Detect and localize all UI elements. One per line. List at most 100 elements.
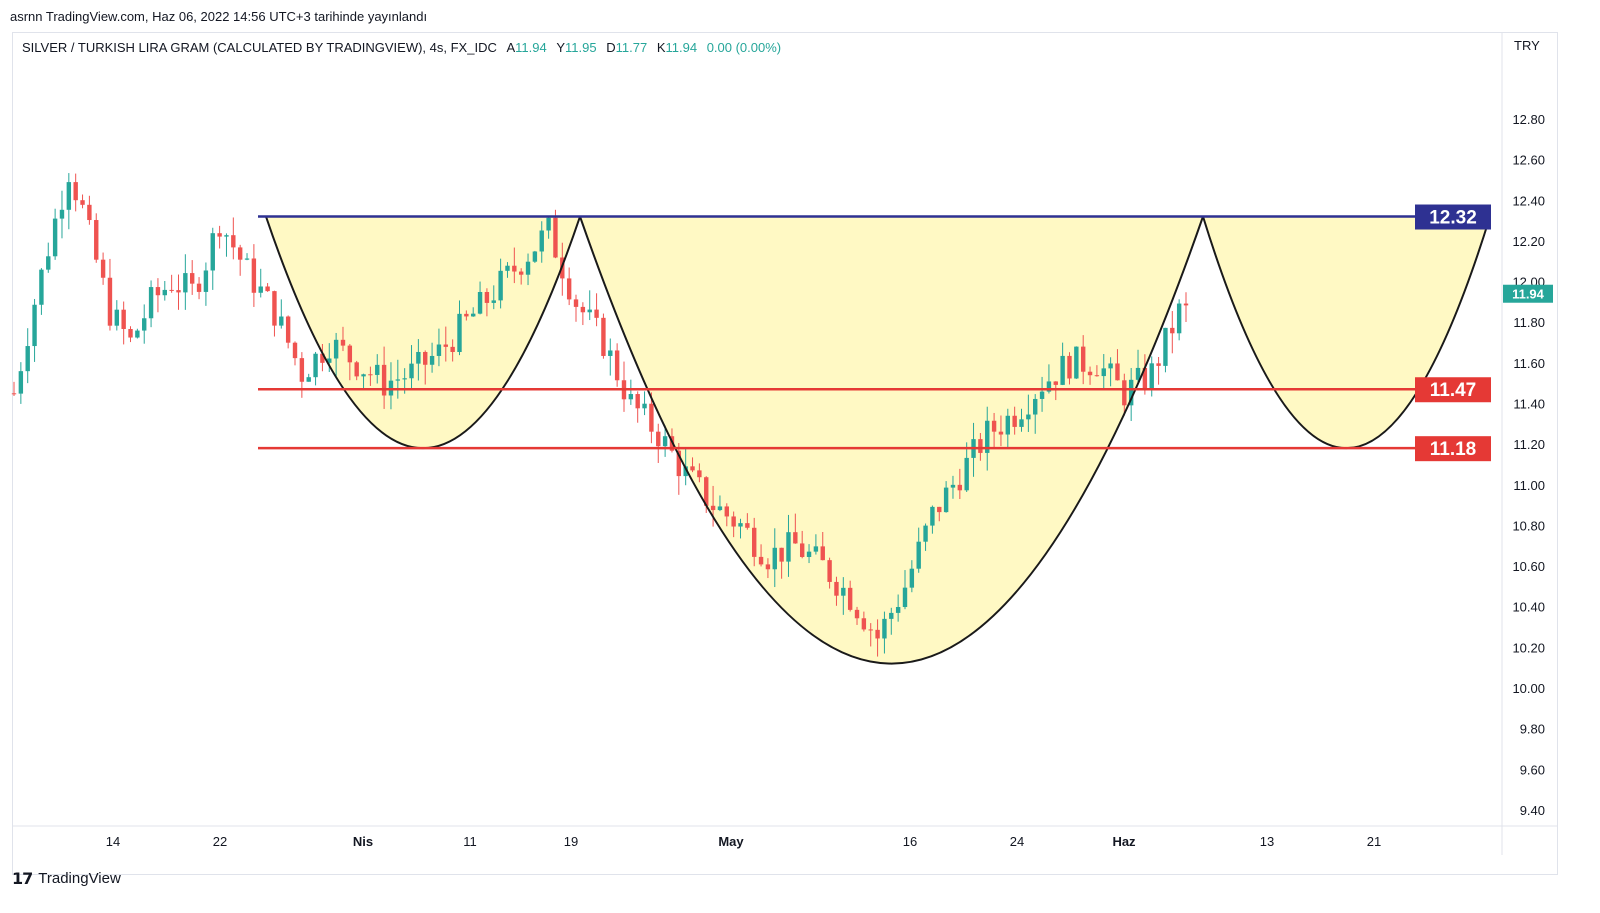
candle-body [889,612,894,619]
level-tags: 12.32 11.47 11.18 [1415,204,1491,462]
level-tag-label: 11.47 [1430,380,1477,401]
candle-body [566,278,572,300]
candle-body [512,265,517,272]
candle-body [1046,381,1052,392]
candle-body [799,543,805,557]
candle-body [128,328,133,338]
candle-body [991,420,997,432]
candle-body [361,374,366,377]
candle-body [183,273,188,293]
price-tick-label: 10.20 [1512,640,1545,655]
time-tick-label: 24 [1010,834,1024,849]
candle-body [676,450,682,477]
candle-body [985,420,990,453]
candle-body [347,345,353,363]
candle-body [1176,303,1182,334]
candle-body [793,532,798,544]
candle-body [758,556,764,565]
candle-body [94,220,99,260]
candle-body [916,541,921,569]
candle-body [745,523,750,528]
candle-body [148,287,154,319]
candle-body [861,618,867,630]
currency-label[interactable]: TRY [1514,38,1540,53]
candle-body [868,629,873,631]
candle-body [806,551,812,557]
candle-body [731,516,736,527]
candle-body [80,200,85,205]
candle-body [1135,367,1141,380]
candle-body [628,394,634,400]
candle-body [957,484,963,491]
candle-body [532,251,538,262]
price-tick-label: 9.40 [1520,803,1545,818]
candle-body [375,364,380,375]
time-tick-label: 11 [463,834,477,849]
candle-body [443,344,448,347]
candle-body [292,342,298,359]
candle-body [107,277,113,326]
tradingview-logo-icon: 17 [12,868,33,888]
candle-body [1163,327,1168,366]
candle-body [333,339,339,359]
candle-body [752,527,757,557]
candle-body [176,290,181,293]
time-tick-label: 16 [903,834,917,849]
candle-body [1060,355,1065,385]
candle-body [683,466,688,477]
candle-body [395,379,401,381]
candles [11,173,1189,657]
candle-body [779,547,784,562]
candle-body [471,313,476,317]
candle-body [491,300,496,303]
candle-body [1087,371,1093,376]
candle-body [450,346,455,352]
candle-body [73,182,78,201]
price-axis[interactable]: 12.8012.6012.4012.2012.0011.8011.6011.40… [1503,112,1553,818]
price-tick-label: 12.80 [1512,112,1545,127]
candle-body [786,532,791,562]
footer[interactable]: 17 TradingView [12,867,121,889]
time-tick-label: 19 [564,834,578,849]
candle-body [368,374,373,376]
price-tick-label: 11.60 [1513,356,1545,371]
candle-body [1094,375,1100,377]
candle-body [258,286,263,293]
candle-body [1039,391,1045,399]
chart-frame[interactable] [12,32,1558,875]
candle-body [553,217,558,258]
close-value: 11.94 [665,40,698,55]
candle-body [409,363,414,379]
candle-body [155,287,161,296]
candle-body [937,506,942,513]
candle-body [265,286,270,292]
low-label: D [606,40,616,55]
candle-body [1101,368,1106,377]
close-label: K [656,40,666,55]
price-tick-label: 12.40 [1512,193,1545,208]
candle-body [882,618,887,639]
high-value: 11.95 [565,40,597,55]
candle-body [1012,415,1017,427]
candle-body [1142,367,1148,389]
candle-body [930,506,935,526]
candle-body [704,477,709,506]
time-tick-label: May [718,834,744,849]
candle-body [608,350,613,356]
time-axis[interactable]: 14 22 Nis 11 19 May 16 24 Haz 13 21 [106,834,1381,849]
candle-body [594,309,599,318]
candle-body [32,304,37,347]
pattern-fills [266,216,1490,664]
candle-body [285,316,291,343]
candle-body [539,230,544,252]
candle-body [498,270,503,301]
candle-body [847,587,853,610]
candle-body [724,506,729,517]
candle-body [601,317,606,356]
candle-body [59,209,65,219]
candle-body [834,581,839,596]
candle-body [484,292,490,303]
candle-body [717,506,723,511]
candle-body [642,403,647,409]
